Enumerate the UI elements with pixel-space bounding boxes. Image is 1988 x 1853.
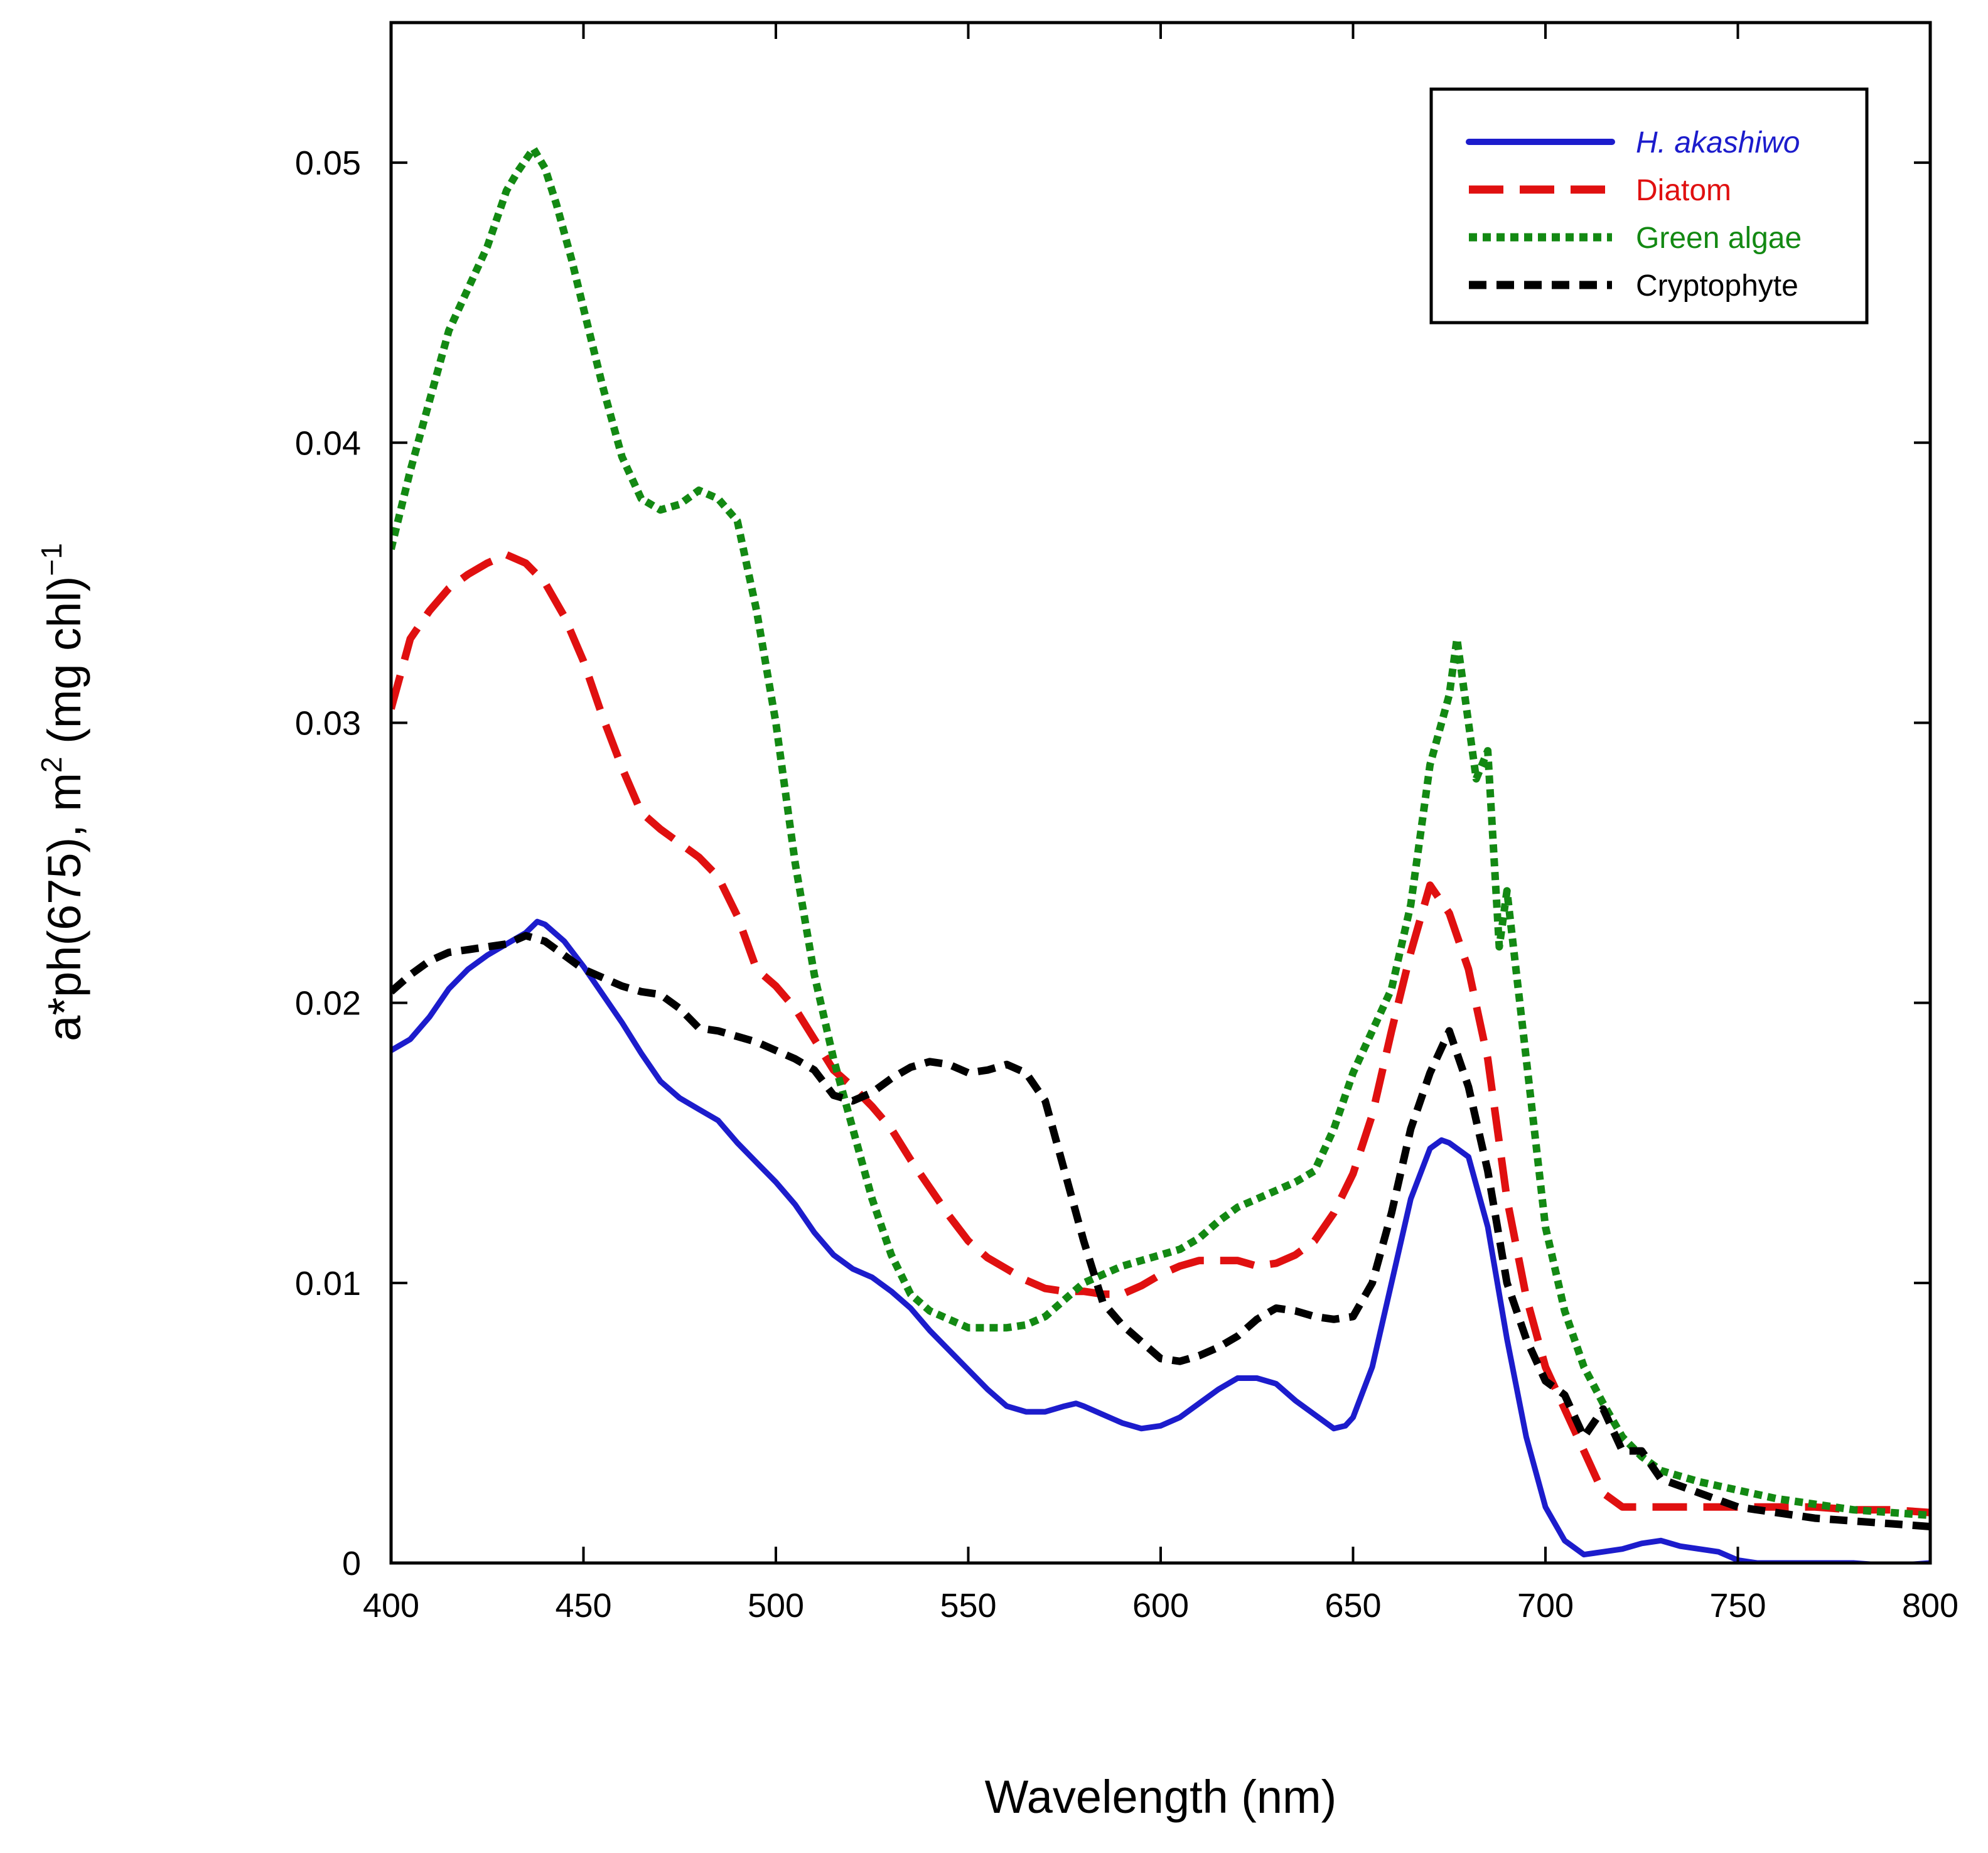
x-tick-label: 800: [1902, 1587, 1958, 1625]
x-tick-label: 700: [1517, 1587, 1574, 1625]
y-axis-title-mid: (mg chl): [38, 576, 90, 757]
y-tick-label: 0.04: [295, 424, 361, 462]
y-tick-label: 0.02: [295, 985, 361, 1023]
y-axis-title: a*ph(675), m2 (mg chl)−1: [35, 543, 90, 1041]
ticks-layer: 400 450 500 550 600 650 700 750 800 0 0.01 0.02 0.03…: [295, 23, 1958, 1625]
legend-label-diatom: Diatom: [1636, 174, 1731, 207]
x-tick-label: 450: [555, 1587, 611, 1625]
y-tick-label: 0.03: [295, 704, 361, 742]
x-tick-label: 600: [1132, 1587, 1189, 1625]
y-axis-title-sup1: 2: [35, 756, 68, 773]
series-layer: [391, 144, 1930, 1563]
x-tick-label: 550: [940, 1587, 996, 1625]
x-axis-title: Wavelength (nm): [985, 1771, 1337, 1823]
legend-label-cryptophyte: Cryptophyte: [1636, 269, 1798, 303]
legend: H. akashiwo Diatom Green algae Cryptophyte: [1429, 87, 1869, 325]
series-line-diatom: [391, 551, 1930, 1517]
y-tick-label: 0: [342, 1545, 361, 1582]
x-tick-label: 650: [1324, 1587, 1381, 1625]
series-line-h-akashiwo: [391, 918, 1930, 1563]
x-tick-label: 750: [1709, 1587, 1766, 1625]
y-tick-label: 0.01: [295, 1265, 361, 1302]
x-tick-label: 500: [748, 1587, 804, 1625]
series-line-green-algae: [391, 144, 1930, 1520]
legend-label-h-akashiwo: H. akashiwo: [1636, 126, 1800, 159]
x-tick-label: 400: [363, 1587, 419, 1625]
legend-label-green-algae: Green algae: [1636, 222, 1802, 255]
y-axis-title-sup2: −1: [35, 543, 68, 576]
y-axis-title-text: a*ph(675), m: [38, 773, 90, 1041]
y-tick-label: 0.05: [295, 144, 361, 182]
series-line-cryptophyte: [391, 932, 1930, 1530]
